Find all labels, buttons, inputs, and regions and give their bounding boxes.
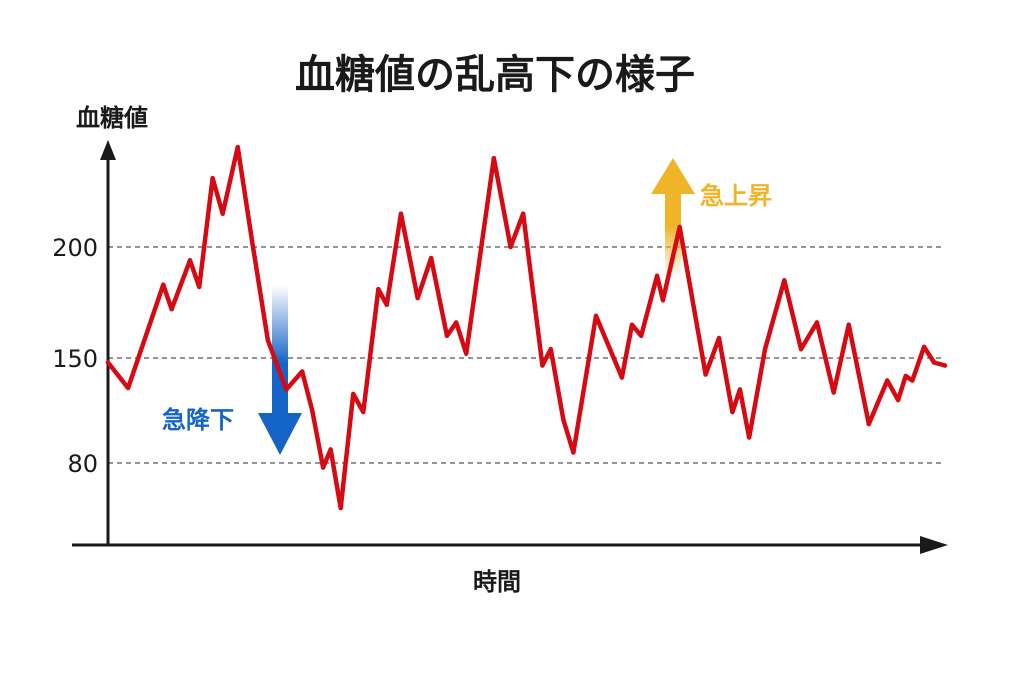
data-point [169, 306, 174, 312]
data-point [737, 387, 743, 392]
data-point [265, 338, 271, 343]
data-point [361, 409, 366, 415]
data-point [284, 387, 289, 392]
data-point [746, 435, 752, 440]
data-point [235, 144, 240, 150]
data-point [508, 244, 513, 250]
data-point [593, 313, 599, 319]
data-point [831, 390, 836, 395]
data-point [384, 302, 389, 307]
data-point [444, 333, 450, 338]
y-axis-arrow-icon [100, 140, 116, 160]
down-arrow-icon [258, 413, 302, 455]
series-line [105, 144, 948, 511]
data-point [540, 363, 545, 368]
data-point [299, 369, 305, 374]
data-point [921, 344, 927, 350]
data-point [895, 397, 901, 403]
data-point [814, 320, 820, 325]
data-point [338, 505, 343, 511]
data-point [782, 278, 787, 283]
data-point [629, 322, 635, 327]
data-point [703, 372, 708, 377]
data-point [187, 258, 193, 263]
y-axis-label: 血糖値 [76, 104, 148, 132]
data-point [910, 378, 915, 383]
data-point [328, 447, 333, 452]
data-point [716, 335, 722, 341]
data-point [453, 320, 459, 325]
data-point [398, 211, 404, 216]
data-point [210, 175, 215, 181]
x-axis-arrow-icon [920, 536, 948, 554]
data-point [942, 363, 948, 368]
data-point [548, 346, 553, 352]
arrow-up-annotation: 急上昇 [651, 158, 772, 277]
data-point [677, 224, 682, 230]
data-point [730, 409, 735, 415]
data-point [161, 282, 166, 287]
data-point [249, 238, 255, 243]
data-point [428, 255, 434, 261]
data-point [220, 211, 225, 216]
data-point [310, 408, 315, 413]
data-point [619, 375, 625, 380]
data-point [638, 333, 644, 338]
up-arrow-shaft [665, 192, 681, 277]
data-point [351, 391, 356, 397]
annotation-sharp-rise: 急上昇 [700, 182, 772, 210]
data-point [846, 322, 851, 327]
data-point [654, 273, 660, 279]
data-point [885, 378, 890, 383]
y-tick-label: 80 [67, 450, 98, 478]
data-point [762, 346, 768, 352]
data-point [197, 284, 202, 290]
data-point [931, 360, 937, 365]
data-point [491, 156, 497, 161]
chart-title: 血糖値の乱高下の様子 [295, 52, 695, 98]
data-point [571, 450, 576, 455]
data-point [561, 417, 566, 422]
annotation-sharp-drop: 急降下 [162, 406, 234, 434]
data-point [415, 295, 420, 301]
data-point [903, 373, 908, 379]
data-point [105, 360, 111, 365]
data-point [125, 385, 131, 391]
data-point [376, 286, 381, 292]
data-point [320, 465, 326, 470]
down-arrow-shaft [272, 285, 288, 415]
up-arrow-icon [651, 158, 695, 194]
data-point [866, 421, 872, 427]
data-point [520, 211, 526, 216]
data-point [798, 346, 804, 352]
x-axis-label: 時間 [473, 568, 521, 596]
data-point [464, 351, 469, 356]
y-tick-label: 150 [52, 345, 98, 373]
data-point [660, 298, 666, 303]
y-tick-label: 200 [52, 234, 98, 262]
